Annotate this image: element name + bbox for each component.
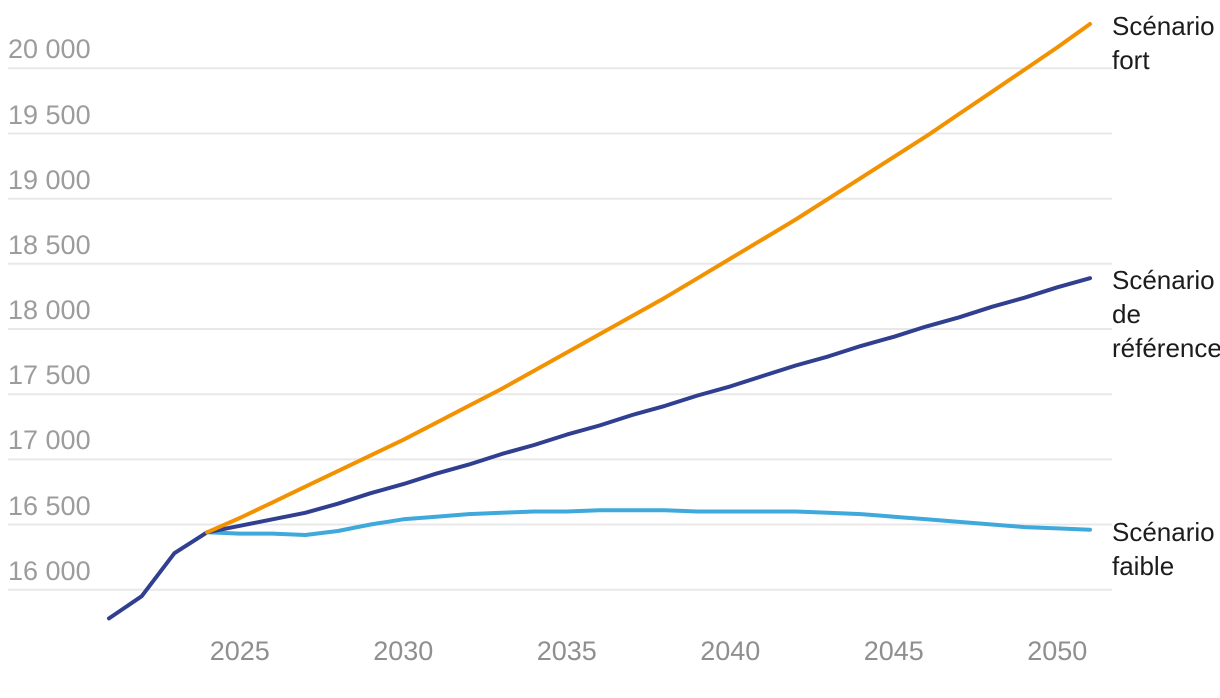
y-axis-tick-label: 18 000 (8, 295, 91, 325)
y-axis-tick-label: 19 000 (8, 164, 91, 195)
series-line-scenario-faible (205, 508, 1092, 537)
x-axis-tick-label: 2040 (700, 636, 761, 666)
y-axis-tick-label: 18 500 (8, 229, 91, 260)
y-axis-tick-label: 16 500 (8, 490, 91, 521)
series-label-scenario-faible: Scénario faible (1112, 515, 1215, 583)
y-axis-tick-label: 17 500 (8, 360, 91, 391)
series-label-scenario-de-reference: Scénario de référence (1112, 263, 1220, 365)
series-line-scenario-de-reference (107, 276, 1092, 621)
x-axis-tick-label: 2030 (373, 636, 434, 666)
series-line-scenario-fort (205, 22, 1092, 535)
y-axis-tick-label: 17 000 (8, 425, 91, 456)
series-label-line: faible (1112, 550, 1175, 581)
x-axis-tick-label: 2025 (209, 636, 270, 666)
series-label-line: référence (1112, 333, 1220, 364)
series-label-line: Scénario (1112, 265, 1215, 296)
series-label-line: fort (1112, 45, 1150, 75)
y-axis-tick-label: 19 500 (8, 99, 91, 130)
series-label-line: de (1112, 299, 1141, 330)
x-axis-tick-label: 2035 (536, 636, 597, 666)
series-label-line: Scénario (1112, 11, 1215, 41)
x-axis-tick-label: 2045 (863, 636, 924, 666)
series-label-line: Scénario (1112, 516, 1215, 547)
series-label-scenario-fort: Scénario fort (1112, 9, 1215, 77)
x-axis-tick-label: 2050 (1027, 636, 1088, 666)
y-axis-tick-label: 16 000 (8, 555, 91, 586)
y-axis-tick-label: 20 000 (8, 34, 91, 65)
